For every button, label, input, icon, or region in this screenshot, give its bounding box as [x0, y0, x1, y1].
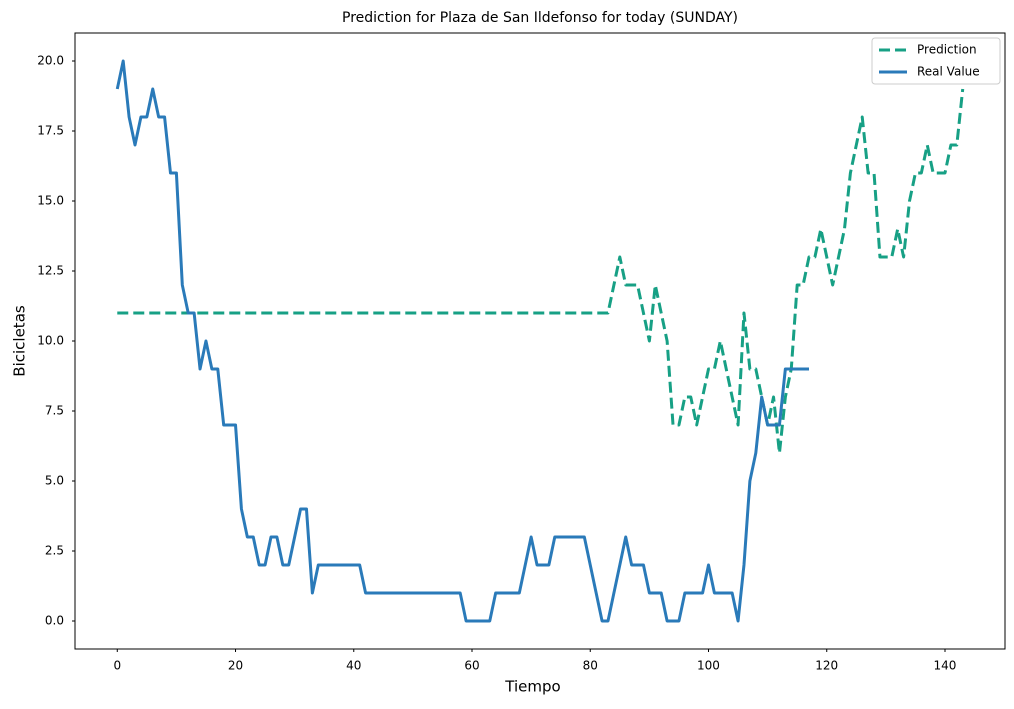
y-tick-label: 2.5: [45, 544, 64, 558]
plot-frame: [74, 32, 1006, 650]
x-tick-label: 40: [346, 659, 361, 673]
x-tick-label: 20: [228, 659, 243, 673]
legend-label: Prediction: [917, 43, 977, 57]
y-tick-label: 20.0: [37, 54, 64, 68]
x-axis-label: Tiempo: [504, 678, 560, 696]
series-line: [115, 59, 810, 623]
y-tick-label: 0.0: [45, 614, 64, 628]
x-tick-label: 120: [815, 659, 838, 673]
y-tick-label: 17.5: [37, 124, 64, 138]
y-tick-label: 12.5: [37, 264, 64, 278]
y-tick-label: 15.0: [37, 194, 64, 208]
x-tick-label: 100: [697, 659, 720, 673]
chart-title: Prediction for Plaza de San Ildefonso fo…: [342, 10, 738, 26]
x-tick-label: 0: [113, 659, 121, 673]
y-tick-label: 5.0: [45, 474, 64, 488]
x-tick-label: 80: [583, 659, 598, 673]
y-tick-label: 7.5: [45, 404, 64, 418]
x-tick-label: 60: [464, 659, 479, 673]
y-axis-label: Bicicletas: [11, 305, 29, 377]
series-line: [117, 88, 965, 455]
y-tick-label: 10.0: [37, 334, 64, 348]
x-tick-label: 140: [934, 659, 957, 673]
legend-label: Real Value: [917, 65, 980, 79]
